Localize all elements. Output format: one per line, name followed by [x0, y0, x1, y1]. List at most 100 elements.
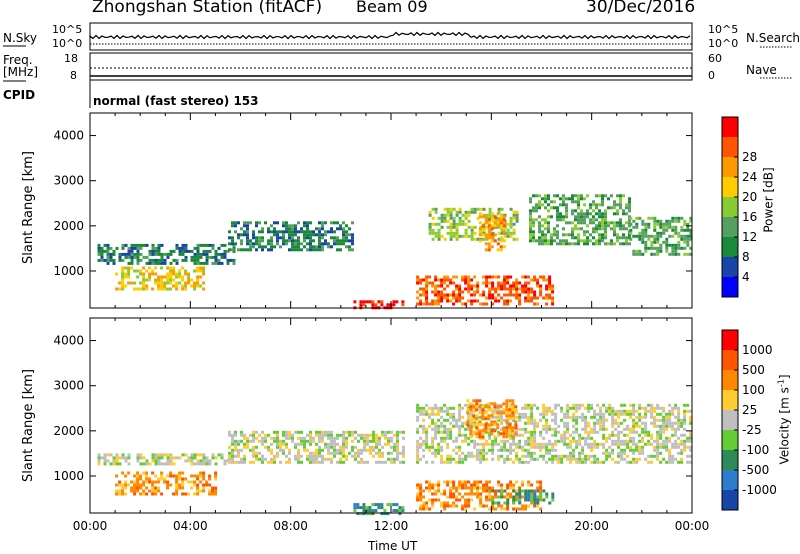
velocity-cell [205, 456, 209, 460]
velocity-cell [511, 405, 515, 409]
vel-bar-swatch [722, 410, 738, 431]
velocity-cell [419, 457, 423, 461]
velocity-cell [587, 421, 591, 425]
power-cell [258, 242, 261, 246]
velocity-cell [148, 480, 152, 484]
power-cell [583, 233, 586, 237]
power-cell [172, 266, 176, 270]
power-cell [458, 234, 462, 238]
power-cell [127, 275, 131, 279]
velocity-cell [677, 415, 681, 419]
velocity-cell [357, 448, 360, 452]
power-cell [484, 236, 488, 240]
velocity-cell [680, 418, 684, 422]
velocity-cell [422, 504, 426, 508]
power-cell [502, 239, 506, 243]
velocity-cell [650, 436, 654, 440]
velocity-cell [662, 406, 666, 410]
velocity-cell [493, 402, 497, 406]
power-cell [628, 242, 631, 246]
velocity-cell [581, 451, 585, 455]
power-cell [476, 299, 480, 303]
velocity-cell [220, 456, 224, 460]
velocity-cell [650, 460, 654, 464]
power-cell [625, 239, 628, 243]
velocity-cell [539, 495, 543, 499]
power-cell [677, 231, 681, 235]
velocity-cell [231, 454, 234, 458]
power-cell [190, 249, 194, 253]
power-cell [533, 290, 537, 294]
velocity-cell [656, 406, 660, 410]
velocity-cell [494, 439, 498, 443]
power-cell [97, 246, 101, 250]
velocity-cell [461, 457, 465, 461]
velocity-cell [524, 430, 528, 434]
power-cell [142, 287, 146, 291]
velocity-cell [372, 448, 375, 452]
power-cell [136, 255, 140, 259]
velocity-cell [617, 430, 621, 434]
velocity-cell [497, 442, 501, 446]
velocity-cell [472, 399, 476, 403]
velocity-cell [202, 456, 206, 460]
velocity-cell [157, 489, 161, 493]
power-cell [595, 230, 598, 234]
velocity-cell [554, 439, 558, 443]
power-cell [163, 252, 167, 256]
velocity-cell [387, 439, 390, 443]
velocity-cell [566, 454, 570, 458]
power-cell [677, 234, 681, 238]
velocity-cell [521, 495, 525, 499]
power-cell [359, 300, 363, 304]
power-cell [482, 207, 486, 211]
velocity-cell [665, 445, 669, 449]
velocity-cell [169, 456, 173, 460]
velocity-cell [521, 504, 525, 508]
power-cell [671, 246, 675, 250]
power-cell [671, 249, 675, 253]
velocity-cell [387, 451, 390, 455]
power-cell [544, 194, 547, 198]
power-cell [485, 278, 489, 282]
velocity-cell [419, 412, 423, 416]
power-cell [674, 246, 678, 250]
power-cell [106, 243, 110, 247]
velocity-cell [464, 480, 468, 484]
power-cell [530, 290, 534, 294]
velocity-cell [539, 489, 543, 493]
velocity-cell [464, 433, 468, 437]
power-cell [613, 242, 616, 246]
velocity-cell [677, 445, 681, 449]
power-cell [493, 239, 497, 243]
vel-bar-swatch [722, 450, 738, 471]
velocity-cell [485, 480, 489, 484]
power-cell [196, 255, 200, 259]
power-cell [228, 242, 231, 246]
velocity-cell [542, 409, 546, 413]
velocity-cell [169, 462, 173, 466]
power-cell [184, 272, 188, 276]
velocity-cell [518, 492, 522, 496]
velocity-cell [175, 456, 179, 460]
velocity-cell [318, 430, 321, 434]
power-cell [157, 281, 161, 285]
velocity-cell [527, 436, 531, 440]
power-cell [446, 207, 450, 211]
velocity-cell [494, 415, 498, 419]
power-cell [196, 284, 200, 288]
power-cell [303, 233, 306, 237]
velocity-cell [518, 486, 522, 490]
velocity-cell [491, 451, 495, 455]
power-cell [464, 275, 468, 279]
velocity-cell [617, 409, 621, 413]
velocity-cell [508, 429, 512, 433]
velocity-cell [626, 439, 630, 443]
velocity-cell [479, 460, 483, 464]
power-cell [214, 255, 218, 259]
velocity-cell [647, 439, 651, 443]
power-cell [261, 248, 264, 252]
velocity-cell [563, 436, 567, 440]
power-cell [309, 233, 312, 237]
power-cell [461, 302, 465, 306]
